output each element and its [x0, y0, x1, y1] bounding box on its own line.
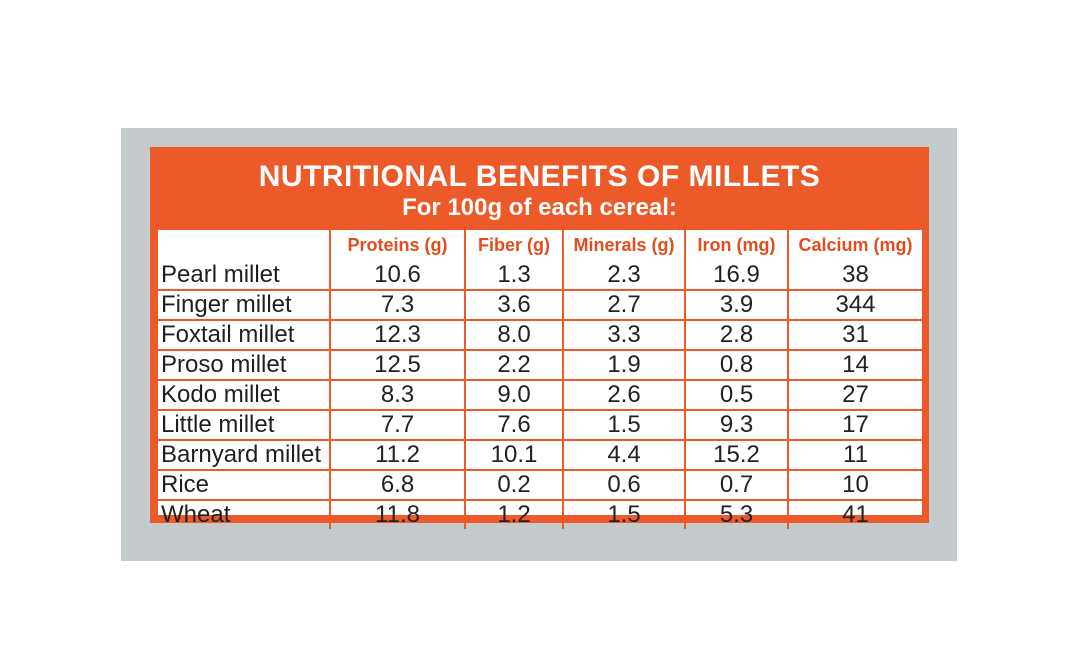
table-row: Rice 6.8 0.2 0.6 0.7 10	[158, 470, 922, 501]
nutrition-table-container: Proteins (g) Fiber (g) Minerals (g) Iron…	[158, 230, 922, 529]
table-header-cell	[158, 230, 331, 261]
label-title: NUTRITIONAL BENEFITS OF MILLETS	[258, 160, 821, 193]
cereal-name: Pearl millet	[158, 261, 331, 291]
table-header-cell: Minerals (g)	[563, 230, 686, 261]
table-cell: 0.6	[563, 470, 686, 501]
table-cell: 0.7	[685, 470, 789, 501]
table-header-row: Proteins (g) Fiber (g) Minerals (g) Iron…	[158, 230, 922, 261]
table-cell: 4.4	[563, 440, 686, 471]
table-row: Pearl millet 10.6 1.3 2.3 16.9 38	[158, 261, 922, 291]
table-cell: 1.9	[563, 350, 686, 381]
cereal-name: Finger millet	[158, 290, 331, 321]
table-row: Proso millet 12.5 2.2 1.9 0.8 14	[158, 350, 922, 381]
table-cell: 15.2	[685, 440, 789, 471]
cereal-name: Rice	[158, 470, 331, 501]
table-cell: 7.7	[330, 410, 466, 441]
table-cell: 41	[842, 501, 869, 528]
table-row: Wheat 11.8 1.2 1.5 5.3 41	[158, 500, 922, 529]
table-cell: 9.3	[685, 410, 789, 441]
table-cell: 0.8	[685, 350, 789, 381]
table-cell: 0.2	[465, 470, 564, 501]
table-cell: 0.5	[685, 380, 789, 411]
table-cell: 8.3	[330, 380, 466, 411]
table-row: Finger millet 7.3 3.6 2.7 3.9 344	[158, 290, 922, 321]
table-header-cell: Fiber (g)	[465, 230, 564, 261]
table-cell: 1.3	[465, 261, 564, 291]
table-cell: 11.8	[330, 500, 466, 529]
table-cell: 3.3	[563, 320, 686, 351]
table-header-cell: Calcium (mg)	[798, 235, 913, 255]
table-cell: 1.5	[563, 410, 686, 441]
table-cell: 14	[788, 350, 922, 381]
table-header-cell: Proteins (g)	[330, 230, 466, 261]
table-cell: 17	[788, 410, 922, 441]
table-cell: 7.6	[465, 410, 564, 441]
table-cell: 3.6	[465, 290, 564, 321]
nutrition-table: Proteins (g) Fiber (g) Minerals (g) Iron…	[158, 230, 922, 529]
table-cell: 3.9	[685, 290, 789, 321]
table-cell: 8.0	[465, 320, 564, 351]
table-cell: 12.5	[330, 350, 466, 381]
table-cell: 38	[788, 261, 922, 291]
table-cell: 11	[788, 440, 922, 471]
table-cell: 7.3	[330, 290, 466, 321]
table-cell: 31	[788, 320, 922, 351]
table-cell: 10.6	[330, 261, 466, 291]
table-cell: 2.7	[563, 290, 686, 321]
table-row: Barnyard millet 11.2 10.1 4.4 15.2 11	[158, 440, 922, 471]
table-header-cell: Iron (mg)	[685, 230, 789, 261]
table-cell: 16.9	[685, 261, 789, 291]
table-cell: 1.5	[563, 500, 686, 529]
label-subtitle: For 100g of each cereal:	[402, 194, 677, 221]
table-cell: 10	[788, 470, 922, 501]
cereal-name: Barnyard millet	[158, 440, 331, 471]
cereal-name: Kodo millet	[158, 380, 331, 411]
cereal-name: Proso millet	[158, 350, 331, 381]
table-row: Little millet 7.7 7.6 1.5 9.3 17	[158, 410, 922, 441]
cereal-name: Wheat	[158, 500, 331, 529]
nutrition-label: NUTRITIONAL BENEFITS OF MILLETS For 100g…	[150, 147, 929, 529]
table-cell: 2.3	[563, 261, 686, 291]
table-cell: 10.1	[465, 440, 564, 471]
table-cell: 5.3	[685, 500, 789, 529]
table-cell: 6.8	[330, 470, 466, 501]
table-cell: 2.2	[465, 350, 564, 381]
table-cell: 2.8	[685, 320, 789, 351]
table-row: Foxtail millet 12.3 8.0 3.3 2.8 31	[158, 320, 922, 351]
cereal-name: Foxtail millet	[158, 320, 331, 351]
table-cell: 1.2	[465, 500, 564, 529]
table-row: Kodo millet 8.3 9.0 2.6 0.5 27	[158, 380, 922, 411]
cereal-name: Little millet	[158, 410, 331, 441]
table-cell: 9.0	[465, 380, 564, 411]
table-cell: 27	[788, 380, 922, 411]
table-cell: 12.3	[330, 320, 466, 351]
table-cell: 11.2	[330, 440, 466, 471]
table-cell: 344	[788, 290, 922, 321]
table-cell: 2.6	[563, 380, 686, 411]
